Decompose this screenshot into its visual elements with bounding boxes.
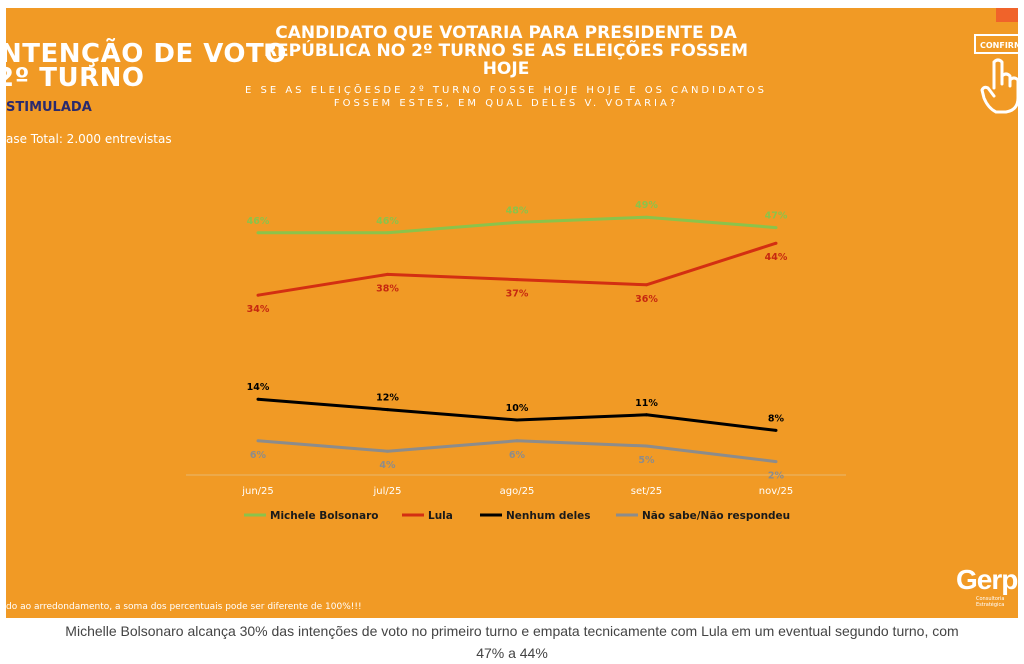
data-point (515, 278, 519, 282)
subtitle-stimulated: STIMULADA (6, 100, 92, 115)
survey-question-line1: E SE AS ELEIÇÕESDE 2º TURNO FOSSE HOJE H… (245, 85, 767, 96)
line-chart: jun/25 jul/25 ago/25 set/25 nov/25 46% 46% 48% 4… (186, 200, 846, 522)
data-point (386, 408, 389, 412)
legend-item: Lula (428, 510, 453, 522)
data-point (256, 397, 260, 401)
data-label: 38% (376, 283, 399, 294)
x-tick-label: set/25 (631, 486, 662, 497)
data-label: 46% (247, 216, 270, 227)
confirm-badge: CONFIRM (966, 8, 1018, 118)
data-label: 49% (635, 200, 658, 211)
article-caption-line2: 47% a 44% (476, 645, 548, 661)
infographic-panel: NTENÇÃO DE VOTO 2º TURNO STIMULADA ase T… (6, 8, 1018, 618)
data-label: 34% (247, 304, 270, 315)
data-point (774, 241, 778, 245)
data-point (645, 215, 648, 219)
data-point (645, 283, 648, 287)
badge-accent-bar (996, 8, 1018, 22)
data-point (645, 444, 648, 448)
data-label: 14% (247, 382, 270, 393)
data-point (256, 439, 260, 443)
data-point (774, 226, 778, 230)
data-point (515, 418, 519, 422)
data-point (774, 460, 778, 464)
data-label: 12% (376, 393, 399, 404)
data-label: 10% (506, 403, 529, 414)
data-point (386, 272, 389, 276)
data-label: 2% (768, 471, 785, 482)
series-line-1 (257, 241, 777, 297)
x-tick-label: jun/25 (241, 486, 274, 497)
survey-question: E SE AS ELEIÇÕESDE 2º TURNO FOSSE HOJE H… (226, 84, 786, 110)
chart-title: CANDIDATO QUE VOTARIA PARA PRESIDENTE DA… (246, 24, 766, 78)
data-label: 6% (509, 450, 526, 461)
data-label: 4% (379, 460, 396, 471)
data-point (386, 231, 389, 235)
data-label: 46% (376, 216, 399, 227)
data-point (774, 428, 778, 432)
left-title-line1: NTENÇÃO DE VOTO (6, 39, 287, 69)
data-point (256, 231, 260, 235)
data-label: 5% (638, 455, 655, 466)
footnote: do ao arredondamento, a soma dos percent… (6, 602, 362, 612)
x-tick-label: nov/25 (759, 486, 793, 497)
data-point (515, 220, 519, 224)
gerp-logo: Gerp (956, 564, 1018, 595)
legend-item: Michele Bolsonaro (270, 510, 378, 522)
data-label: 44% (765, 252, 788, 263)
article-caption-line1: Michelle Bolsonaro alcança 30% das inten… (65, 623, 959, 639)
data-point (645, 413, 648, 417)
article-caption: Michelle Bolsonaro alcança 30% das inten… (0, 620, 1024, 664)
data-label: 37% (506, 289, 529, 300)
data-point (386, 449, 389, 453)
data-label: 47% (765, 211, 788, 222)
data-point (256, 293, 260, 297)
data-label: 36% (635, 294, 658, 305)
confirm-badge-label: CONFIRM (974, 34, 1018, 54)
legend-item: Nenhum deles (506, 510, 591, 522)
left-title: NTENÇÃO DE VOTO 2º TURNO (6, 39, 287, 93)
legend-item: Não sabe/Não respondeu (642, 510, 790, 522)
x-tick-label: jul/25 (373, 486, 402, 497)
data-point (515, 439, 519, 443)
data-label: 48% (506, 205, 529, 216)
gerp-logo-subtitle: Consultoria Estratégica (976, 596, 1005, 608)
data-label: 11% (635, 398, 658, 409)
series-line-0 (258, 215, 777, 235)
survey-question-line2: FOSSEM ESTES, EM QUAL DELES V. VOTARIA? (333, 98, 679, 109)
x-tick-label: ago/25 (500, 486, 535, 497)
left-title-line2: 2º TURNO (6, 63, 145, 93)
chart-title-line1: CANDIDATO QUE VOTARIA PARA PRESIDENTE DA (275, 23, 737, 43)
data-label: 6% (250, 450, 267, 461)
pointing-hand-icon (980, 58, 1018, 114)
data-label: 8% (768, 413, 785, 424)
chart-title-line2: REPÚBLICA NO 2º TURNO SE AS ELEIÇÕES FOS… (263, 41, 749, 79)
sample-base: ase Total: 2.000 entrevistas (6, 132, 172, 146)
